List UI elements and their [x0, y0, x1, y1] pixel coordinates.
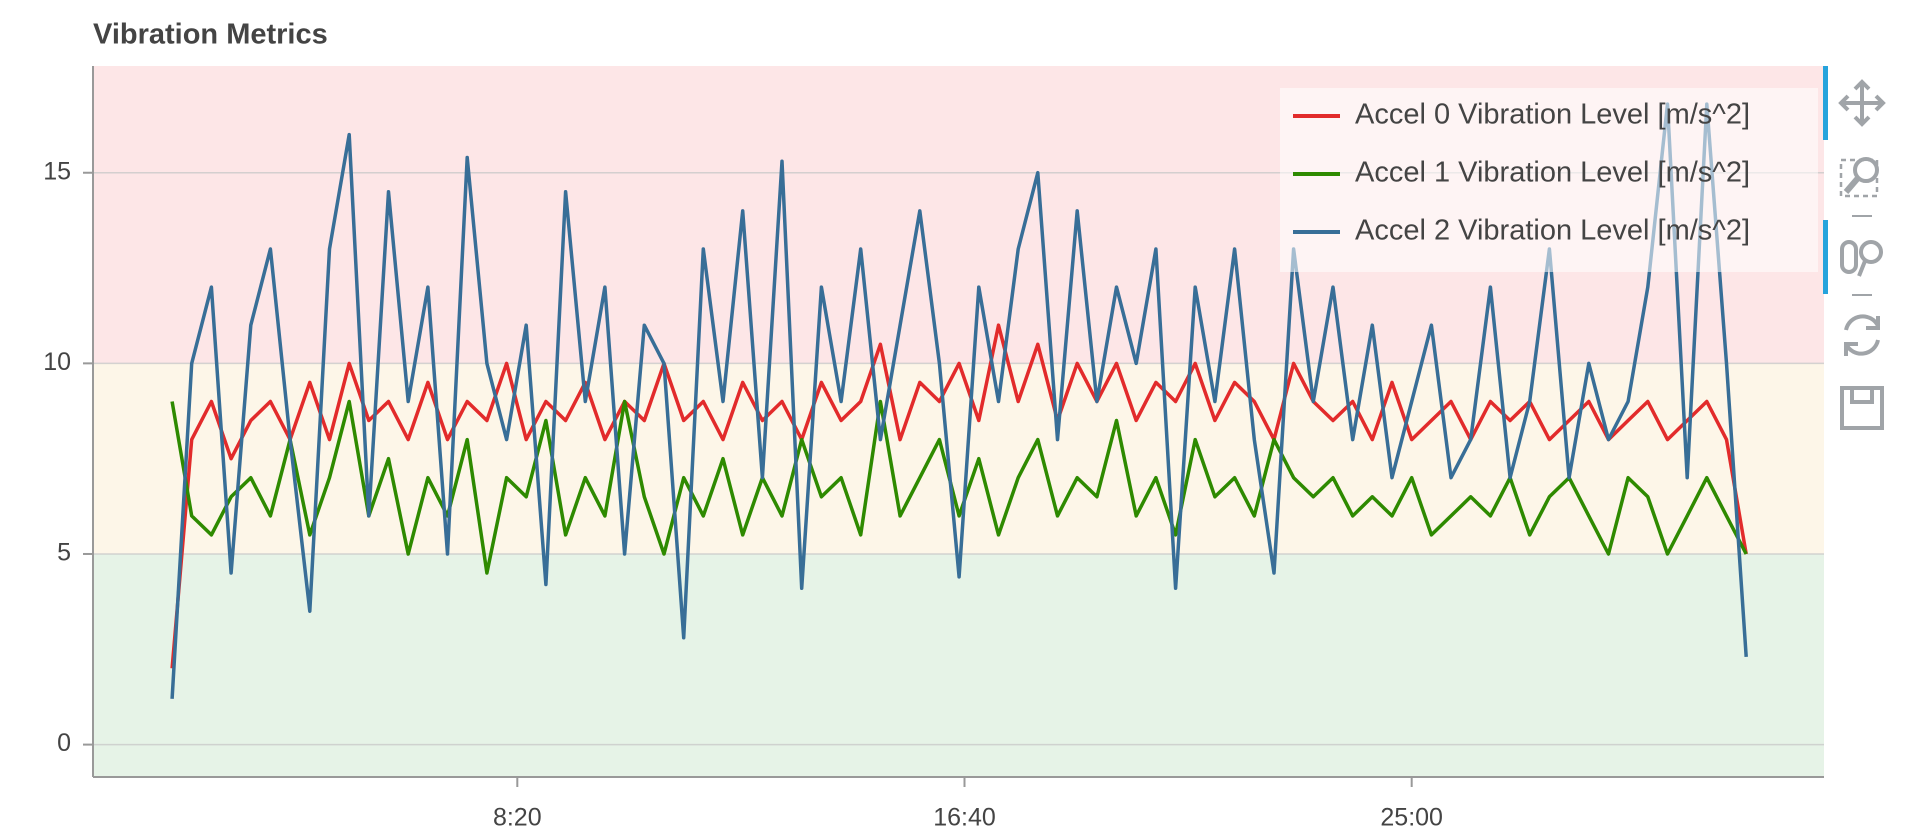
reset-tool[interactable] — [1844, 314, 1880, 356]
series-line — [170, 323, 1748, 669]
active-indicator — [1823, 66, 1828, 140]
toolbar — [1823, 66, 1886, 430]
chart-title: Vibration Metrics — [93, 19, 328, 51]
x-tick-label: 8:20 — [493, 804, 542, 828]
threshold-band — [93, 363, 1824, 554]
plot-area: 0 5 10 15 8:20 16:40 25:00 Accel 0 Vibration Le… — [43, 66, 1824, 832]
y-tick-label: 0 — [57, 729, 71, 757]
active-indicator — [1823, 220, 1828, 294]
y-tick-label: 10 — [43, 348, 71, 376]
x-tick-label: 16:40 — [933, 804, 996, 828]
legend-label: Accel 1 Vibration Level [m/s^2] — [1355, 157, 1750, 189]
series-line — [170, 102, 1748, 699]
legend-box — [1280, 88, 1818, 272]
legend-label: Accel 0 Vibration Level [m/s^2] — [1355, 99, 1750, 131]
legend-label: Accel 2 Vibration Level [m/s^2] — [1355, 215, 1750, 247]
save-tool[interactable] — [1840, 386, 1884, 430]
x-tick-label: 25:00 — [1380, 804, 1443, 828]
threshold-band — [93, 553, 1824, 777]
box-zoom-tool[interactable] — [1839, 157, 1879, 198]
wheel-zoom-tool[interactable] — [1840, 240, 1883, 277]
pan-tool[interactable] — [1838, 79, 1886, 127]
series-line — [170, 399, 1748, 575]
y-tick-label: 15 — [43, 157, 71, 185]
y-tick-label: 5 — [57, 539, 71, 567]
